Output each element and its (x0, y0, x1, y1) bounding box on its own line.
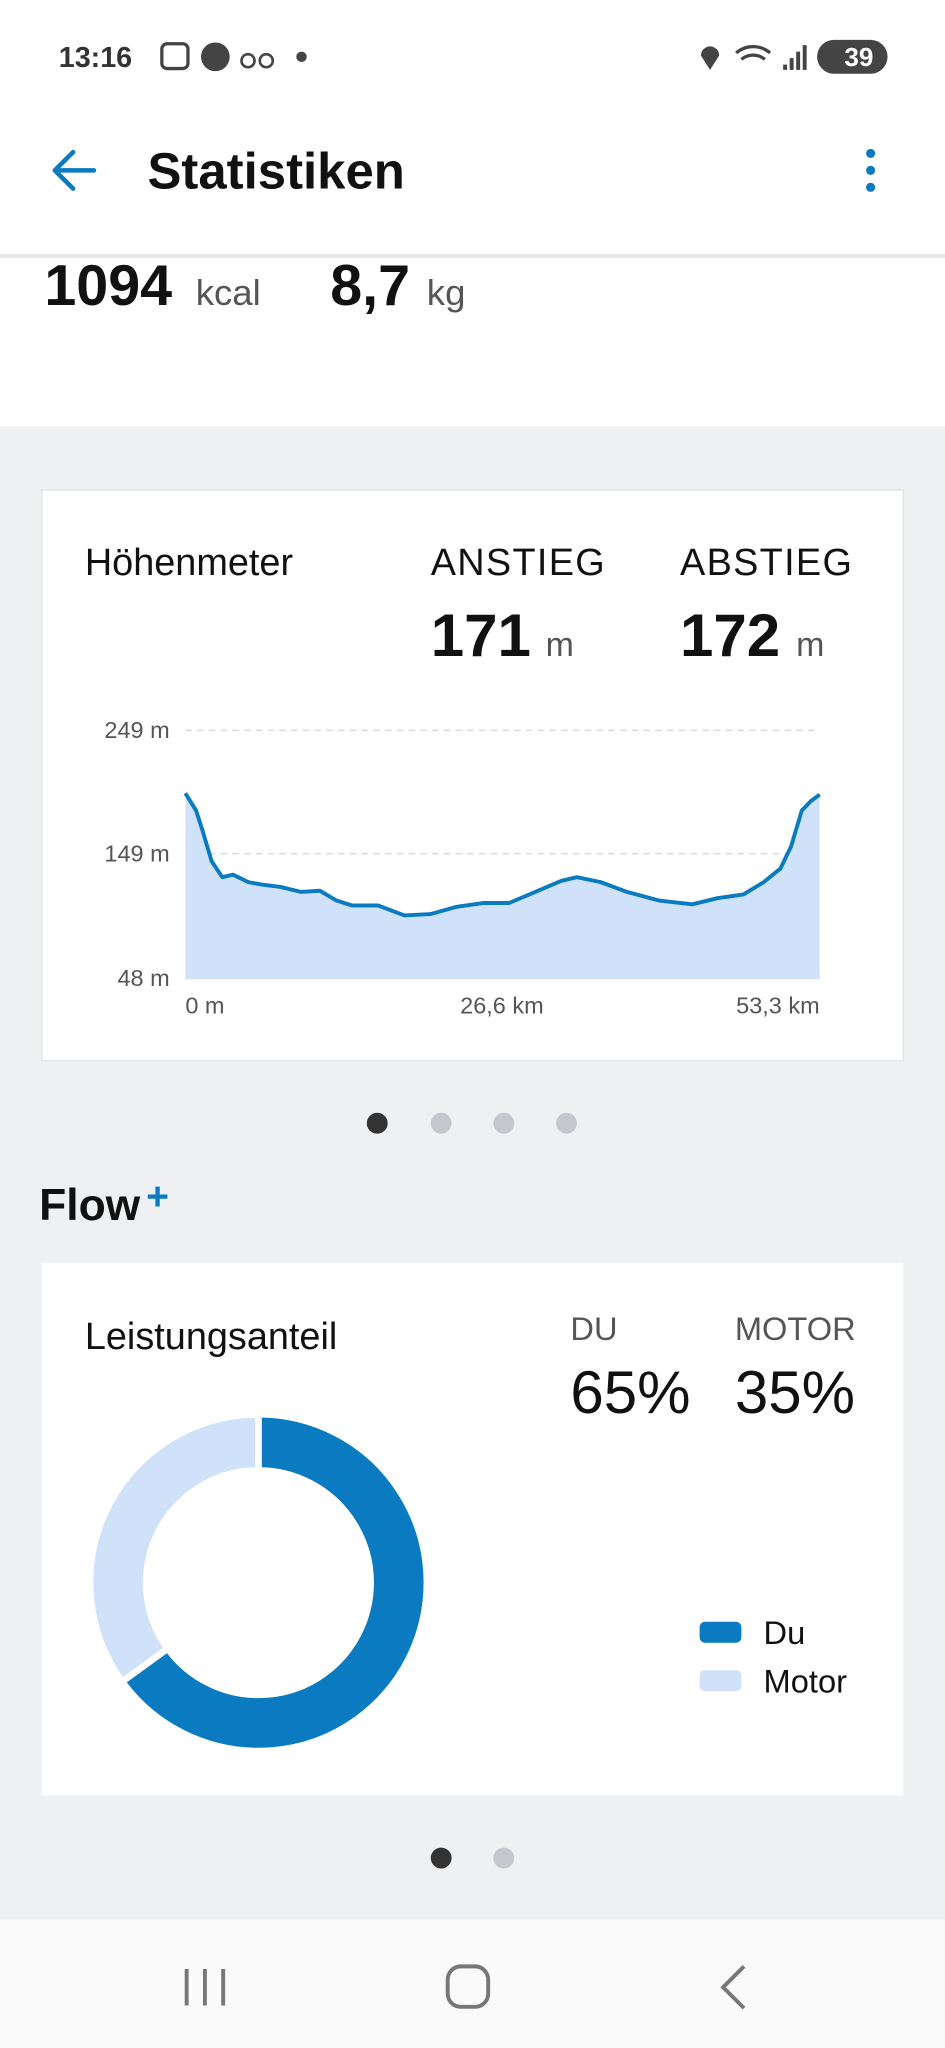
stat-label: ABSTIEG (680, 542, 853, 584)
wifi-icon (735, 45, 772, 61)
legend-label: Motor (764, 1662, 848, 1699)
nav-bar (0, 1919, 945, 2048)
stat-value: 171 (431, 602, 531, 669)
legend-swatch (699, 1670, 742, 1691)
status-icon (240, 52, 256, 69)
section-title: Flow (39, 1181, 141, 1230)
card-title: Höhenmeter (85, 542, 293, 584)
location-icon (700, 46, 720, 70)
legend-swatch (699, 1621, 742, 1643)
legend-label: Du (764, 1614, 806, 1651)
status-icon (201, 42, 230, 72)
status-icon (160, 42, 190, 71)
y-tick-label: 149 m (104, 841, 169, 867)
pie-slice (86, 1411, 262, 1687)
x-tick-label: 26,6 km (460, 993, 544, 1019)
y-tick-label: 249 m (104, 717, 169, 743)
menu-button[interactable] (866, 148, 876, 192)
home-button[interactable] (445, 1964, 491, 2009)
summary-value: 8,7 (330, 254, 410, 318)
status-icon (258, 52, 275, 69)
battery (817, 39, 888, 74)
status-icon (296, 51, 307, 63)
pager-dot[interactable] (493, 1847, 515, 1869)
stat-label: MOTOR (735, 1310, 856, 1347)
elevation-chart: 48 m 149 m 249 m 0 m 26,6 km 53,3 km (104, 717, 821, 1019)
summary-unit: kcal (196, 272, 261, 313)
stat-label: ANSTIEG (431, 542, 606, 584)
section-title-mark: + (146, 1175, 169, 1218)
top-area (0, 0, 945, 427)
y-tick-label: 48 m (117, 965, 169, 991)
summary-value: 1094 (44, 254, 172, 318)
page-title: Statistiken (147, 143, 404, 200)
area (185, 793, 820, 979)
back-button[interactable] (52, 149, 97, 191)
stat-unit: m (796, 626, 824, 664)
signal-icon (783, 45, 807, 70)
power-share-chart: Du Motor (86, 1410, 848, 1755)
recents-button[interactable] (184, 1969, 226, 2006)
pager-dot[interactable] (430, 1112, 452, 1134)
stat-value: 35% (735, 1359, 855, 1426)
pager-dot[interactable] (366, 1112, 388, 1134)
status-time: 13:16 (59, 42, 132, 74)
pager (430, 1847, 515, 1869)
pager-dot[interactable] (556, 1112, 577, 1134)
back-nav-button[interactable] (720, 1965, 746, 2010)
stat-label: DU (570, 1310, 617, 1347)
header-shadow (0, 253, 945, 258)
pager-dot[interactable] (430, 1847, 452, 1869)
summary-unit: kg (427, 272, 466, 313)
stat-unit: m (546, 626, 574, 664)
stat-value: 172 (680, 602, 780, 669)
pager-dot[interactable] (493, 1112, 515, 1134)
pager (366, 1112, 577, 1134)
stat-value: 65% (570, 1359, 690, 1426)
pie-slice (117, 1410, 431, 1755)
battery-level: 39 (844, 42, 873, 72)
card-title: Leistungsanteil (85, 1316, 337, 1358)
line (183, 792, 821, 918)
x-tick-label: 53,3 km (736, 993, 820, 1019)
x-tick-label: 0 m (185, 993, 224, 1019)
